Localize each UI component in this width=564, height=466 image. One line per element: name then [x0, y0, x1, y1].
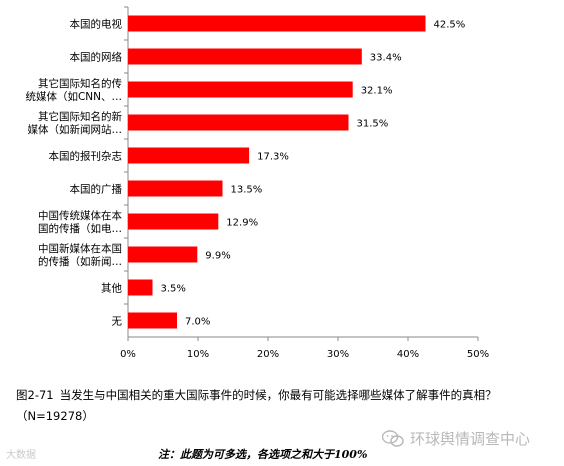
data-label: 13.5% — [231, 185, 263, 196]
data-label: 9.9% — [205, 251, 230, 262]
bar-chart: 0% 10% 20% 30% 40% 50% 42.5% 本国的电视 33.4% 本国的网络 32.… — [25, 6, 489, 360]
data-label: 3.5% — [161, 284, 186, 295]
data-label: 31.5% — [357, 119, 389, 130]
bar — [128, 279, 153, 296]
data-label: 42.5% — [434, 20, 466, 31]
category-label: 中国传统媒体在本国的传播（如电… — [38, 209, 122, 235]
bar — [128, 15, 426, 32]
category-label: 本国的报刊杂志 — [49, 150, 123, 163]
data-label: 32.1% — [361, 86, 393, 97]
x-tick-label: 20% — [257, 349, 279, 360]
bar — [128, 114, 349, 131]
category-label: 本国的广播 — [70, 183, 123, 196]
data-label: 17.3% — [257, 152, 289, 163]
caption-number: 图2-71 — [16, 388, 54, 402]
brand-name: 环球舆情调查中心 — [410, 430, 531, 448]
bar — [128, 312, 177, 329]
caption-text: 当发生与中国相关的重大国际事件的时候，你最有可能选择哪些媒体了解事件的真相？（N… — [16, 388, 497, 423]
x-tick-label: 30% — [327, 349, 349, 360]
x-tick-label: 10% — [187, 349, 209, 360]
bar — [128, 246, 198, 263]
category-label: 本国的网络 — [70, 51, 123, 64]
x-tick-label: 0% — [120, 349, 136, 360]
x-tick-label: 50% — [467, 349, 489, 360]
category-label: 其他 — [101, 282, 122, 295]
data-label: 33.4% — [370, 53, 402, 64]
data-label: 12.9% — [226, 218, 258, 229]
category-label: 中国新媒体在本国的传播（如新闻… — [38, 242, 122, 268]
watermark-text: 大数据 — [6, 450, 36, 461]
brand-mark: 环球舆情调查中心 — [382, 428, 530, 449]
category-label: 本国的电视 — [70, 18, 123, 31]
bar — [128, 81, 353, 98]
data-label: 7.0% — [185, 317, 210, 328]
category-label: 其它国际知名的新媒体（如新闻网站… — [28, 110, 123, 136]
figure-caption: 图2-71 当发生与中国相关的重大国际事件的时候，你最有可能选择哪些媒体了解事件的… — [16, 385, 536, 427]
wechat-icon — [382, 429, 404, 447]
bar — [128, 147, 250, 164]
footnote: 注：此题为可多选，各选项之和大于100% — [158, 448, 368, 461]
category-label: 其它国际知名的传统媒体（如CNN、… — [25, 77, 122, 103]
bar — [128, 213, 219, 230]
bar — [128, 48, 362, 65]
bar — [128, 180, 223, 197]
x-tick-label: 40% — [397, 349, 419, 360]
category-label: 无 — [112, 316, 123, 328]
